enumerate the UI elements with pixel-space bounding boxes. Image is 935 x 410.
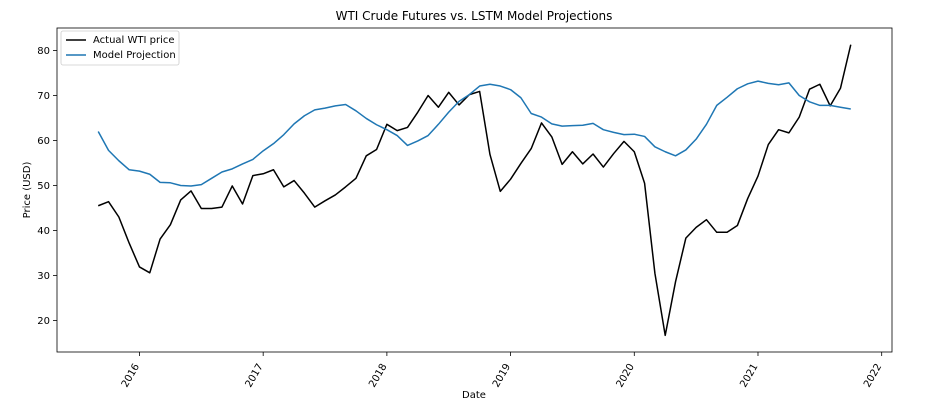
series-line-model-projection [97,80,851,187]
legend-label-actual: Actual WTI price [93,35,175,46]
y-axis-label: Price (USD) [22,162,33,219]
chart-title: WTI Crude Futures vs. LSTM Model Project… [336,9,613,23]
x-tick-label: 2022 [862,362,884,390]
plot-frame [56,27,893,353]
legend-label-model: Model Projection [93,50,176,61]
y-tick-label: 50 [37,181,50,192]
y-tick-label: 20 [37,316,50,327]
x-tick-label: 2019 [491,362,513,390]
legend-box [60,30,180,66]
x-tick-label: 2018 [367,362,389,390]
x-axis-label: Date [462,390,486,401]
plot-area [97,44,852,337]
series-line-actual-wti-price [97,44,852,337]
y-tick-label: 40 [37,226,50,237]
legend: Actual WTI price Model Projection [60,30,180,66]
x-tick-label: 2017 [244,362,266,390]
y-tick-label: 70 [37,91,50,102]
y-tick-label: 60 [37,136,50,147]
x-axis: 2016 2017 2018 2019 2020 2021 2022 [120,352,884,390]
y-tick-label: 80 [37,46,50,57]
x-tick-label: 2021 [738,362,760,390]
y-tick-label: 30 [37,271,50,282]
x-tick-label: 2020 [615,362,637,390]
x-tick-label: 2016 [120,362,142,390]
y-axis: 20 30 40 50 60 70 80 [37,46,57,327]
